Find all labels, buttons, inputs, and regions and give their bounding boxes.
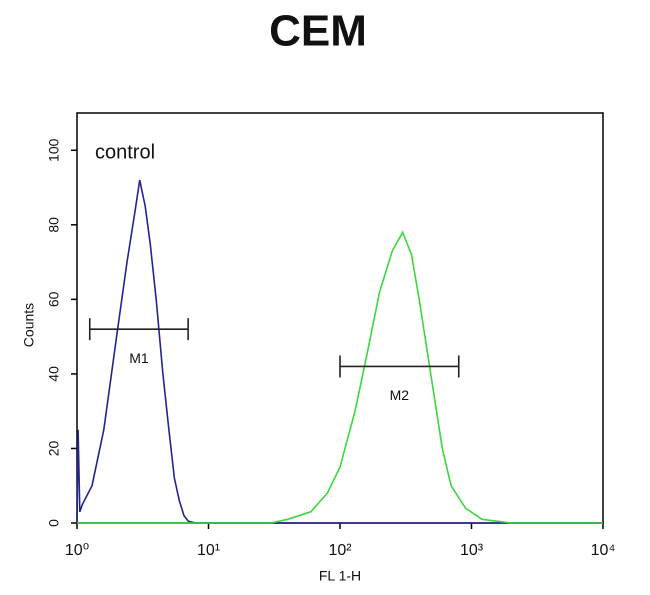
y-tick-label: 100 xyxy=(46,138,62,162)
marker-label: M1 xyxy=(129,350,149,366)
y-axis-label: Counts xyxy=(21,303,37,347)
x-tick-label: 10⁴ xyxy=(591,542,616,559)
histogram-line xyxy=(77,230,603,524)
y-tick-label: 80 xyxy=(46,217,62,233)
x-tick-label: 10² xyxy=(328,542,352,559)
histogram-line xyxy=(76,179,603,524)
y-tick-label: 60 xyxy=(46,291,62,307)
y-tick-label: 0 xyxy=(46,519,62,527)
marker-label: M2 xyxy=(390,387,410,403)
y-tick-label: 40 xyxy=(46,366,62,382)
x-tick-label: 10⁰ xyxy=(65,542,89,559)
x-tick-label: 10³ xyxy=(460,542,484,559)
chart-title: CEM xyxy=(269,7,367,56)
x-axis-label: FL 1-H xyxy=(319,568,361,584)
plot-frame xyxy=(76,112,604,524)
y-tick-label: 20 xyxy=(46,440,62,456)
x-tick-label: 10¹ xyxy=(197,542,220,559)
series-label: control xyxy=(95,141,155,163)
